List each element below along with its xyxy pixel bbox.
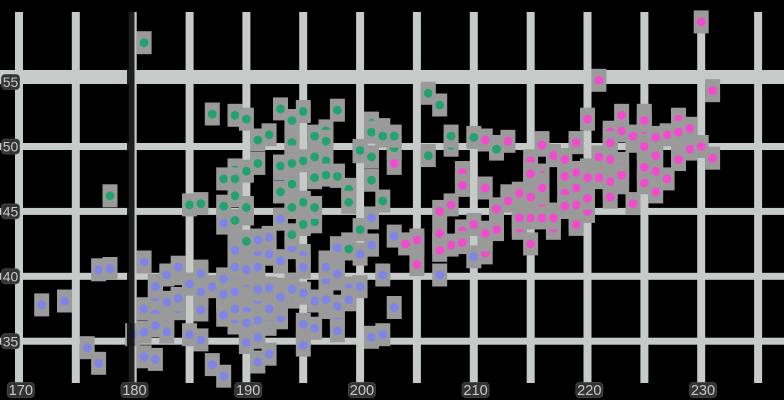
svg-text:210: 210: [463, 383, 487, 399]
svg-text:180: 180: [122, 383, 146, 399]
svg-text:200: 200: [350, 383, 374, 399]
svg-text:35: 35: [3, 333, 19, 349]
svg-text:45: 45: [3, 204, 19, 220]
svg-text:170: 170: [9, 383, 33, 399]
svg-text:40: 40: [3, 268, 19, 284]
svg-text:220: 220: [577, 383, 601, 399]
svg-text:50: 50: [3, 139, 19, 155]
svg-text:190: 190: [236, 383, 260, 399]
svg-text:55: 55: [3, 74, 19, 90]
svg-text:230: 230: [691, 383, 715, 399]
